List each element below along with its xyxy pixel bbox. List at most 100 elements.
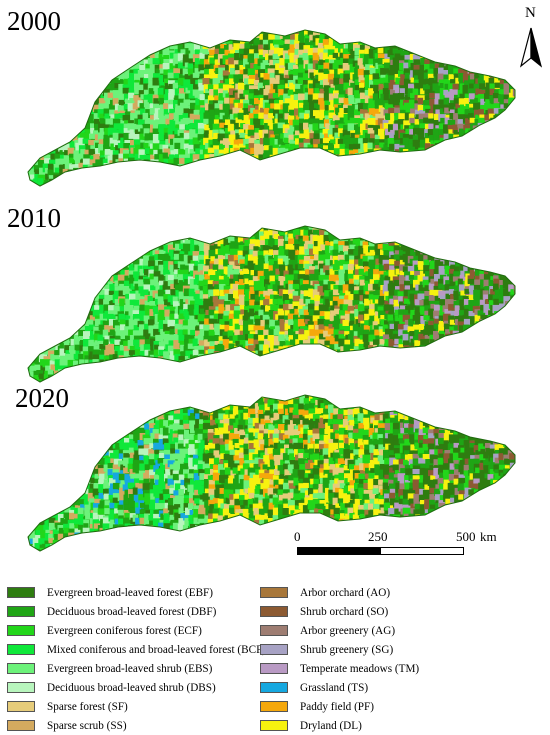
land-cover-patch-pf bbox=[249, 286, 258, 292]
land-cover-patch-ecf bbox=[84, 169, 94, 178]
land-cover-patch-dbf bbox=[184, 334, 190, 342]
land-cover-patch-pf bbox=[269, 89, 276, 96]
land-cover-patch-dl bbox=[223, 380, 231, 382]
land-cover-patch-ebs bbox=[128, 373, 137, 382]
land-cover-patch-dbf bbox=[59, 75, 65, 81]
land-cover-patch-bcf bbox=[179, 243, 187, 249]
land-cover-patch-ebf bbox=[59, 164, 67, 172]
land-cover-patch-sg bbox=[480, 129, 489, 138]
land-cover-patch-dl bbox=[317, 48, 325, 55]
land-cover-patch-dbf bbox=[28, 113, 31, 122]
land-cover-patch-bcf bbox=[33, 234, 42, 244]
land-cover-patch-ebs bbox=[164, 100, 169, 106]
land-cover-patch-dbf bbox=[298, 30, 305, 38]
land-cover-patch-ebs bbox=[148, 169, 157, 178]
land-cover-patch-bcf bbox=[68, 64, 77, 73]
land-cover-patch-dbf bbox=[454, 140, 461, 149]
land-cover-patch-dbf bbox=[244, 300, 251, 309]
land-cover-patch-ecf bbox=[67, 226, 74, 230]
land-cover-patch-dbf bbox=[183, 288, 190, 296]
land-cover-patch-dl bbox=[329, 173, 336, 182]
land-cover-patch-dbs bbox=[93, 239, 101, 246]
land-cover-patch-ecf bbox=[229, 318, 235, 328]
land-cover-patch-dl bbox=[208, 228, 217, 235]
land-cover-patch-dbs bbox=[143, 180, 152, 186]
land-cover-patch-ecf bbox=[224, 128, 230, 134]
land-cover-patch-ebs bbox=[130, 112, 137, 122]
land-cover-patch-bcf bbox=[198, 174, 206, 183]
land-cover-patch-dbf bbox=[43, 230, 50, 237]
land-cover-patch-ebs bbox=[48, 238, 56, 245]
land-cover-patch-bcf bbox=[80, 30, 86, 38]
land-cover-patch-ebs bbox=[73, 88, 83, 97]
land-cover-patch-ecf bbox=[157, 314, 166, 322]
land-cover-patch-ebs bbox=[112, 226, 119, 229]
land-cover-patch-dbs bbox=[75, 319, 83, 326]
land-cover-patch-bcf bbox=[108, 264, 117, 271]
land-cover-patch-ecf bbox=[448, 163, 454, 172]
land-cover-patch-dbf bbox=[62, 125, 70, 131]
land-cover-patch-ecf bbox=[45, 89, 51, 96]
land-cover-patch-bcf bbox=[133, 184, 143, 186]
land-cover-patch-ebs bbox=[73, 334, 82, 342]
land-cover-patch-pf bbox=[243, 55, 250, 61]
land-cover-patch-ebf bbox=[198, 64, 206, 72]
land-cover-patch-dbf bbox=[217, 343, 224, 351]
land-cover-patch-dl bbox=[330, 100, 337, 108]
land-cover-patch-dl bbox=[278, 154, 284, 161]
land-cover-patch-dbs bbox=[153, 137, 160, 147]
land-cover-patch-dbf bbox=[248, 30, 255, 35]
land-cover-patch-sg bbox=[457, 119, 463, 128]
land-cover-patch-ao bbox=[268, 130, 274, 139]
land-cover-patch-ebs bbox=[283, 93, 293, 103]
land-cover-patch-dbf bbox=[424, 133, 433, 142]
land-cover-patch-ecf bbox=[399, 42, 409, 49]
land-cover-patch-bcf bbox=[182, 274, 191, 282]
land-cover-patch-sf bbox=[230, 130, 236, 139]
land-cover-patch-ebs bbox=[183, 105, 192, 111]
land-cover-patch-ebf bbox=[87, 90, 97, 99]
land-cover-patch-dbf bbox=[314, 103, 321, 109]
land-cover-patch-bcf bbox=[93, 69, 100, 75]
land-cover-patch-dbf bbox=[124, 239, 132, 248]
land-cover-patch-ebf bbox=[443, 127, 452, 135]
land-cover-patch-ebs bbox=[153, 103, 161, 110]
land-cover-patch-sf bbox=[338, 30, 345, 33]
land-cover-patch-ebf bbox=[418, 133, 425, 143]
land-cover-patch-ebf bbox=[37, 79, 45, 86]
land-cover-patch-dbf bbox=[474, 143, 482, 150]
land-cover-patch-ag bbox=[458, 38, 468, 47]
land-cover-patch-ebf bbox=[500, 40, 510, 49]
land-cover-patch-ecf bbox=[69, 157, 75, 163]
land-cover-patch-ecf bbox=[509, 63, 515, 72]
land-cover-patch-ebs bbox=[300, 163, 307, 171]
land-cover-patch-ebs bbox=[294, 168, 302, 176]
land-cover-patch-ecf bbox=[253, 285, 262, 292]
land-cover-patch-dl bbox=[323, 74, 331, 81]
land-cover-patch-ebf bbox=[162, 284, 171, 290]
land-cover-patch-ebf bbox=[30, 289, 38, 299]
land-cover-patch-dbf bbox=[47, 169, 53, 177]
land-cover-patch-ecf bbox=[408, 99, 415, 109]
land-cover-patch-ebf bbox=[122, 87, 131, 94]
land-cover-patch-ebf bbox=[413, 59, 421, 65]
land-cover-patch-tm bbox=[408, 83, 417, 93]
land-cover-patch-dbf bbox=[234, 30, 240, 32]
land-cover-patch-dl bbox=[402, 149, 409, 157]
land-cover-patch-pf bbox=[288, 49, 297, 56]
land-cover-patch-dbf bbox=[438, 179, 446, 186]
land-cover-patch-ss bbox=[89, 315, 98, 321]
land-cover-patch-bcf bbox=[162, 365, 172, 371]
land-cover-patch-bcf bbox=[75, 304, 82, 312]
land-cover-patch-ebs bbox=[100, 178, 106, 186]
land-cover-patch-ebs bbox=[134, 64, 141, 72]
land-cover-patch-dbf bbox=[419, 142, 425, 152]
land-cover-patch-ebf bbox=[337, 138, 343, 144]
land-cover-patch-sf bbox=[368, 30, 376, 31]
land-cover-patch-ebs bbox=[28, 43, 34, 52]
land-cover-patch-dbs bbox=[153, 113, 160, 121]
land-cover-patch-ebf bbox=[143, 329, 149, 337]
land-cover-patch-ecf bbox=[389, 173, 398, 182]
land-cover-patch-so bbox=[417, 97, 424, 104]
land-cover-patch-ecf bbox=[260, 30, 268, 31]
